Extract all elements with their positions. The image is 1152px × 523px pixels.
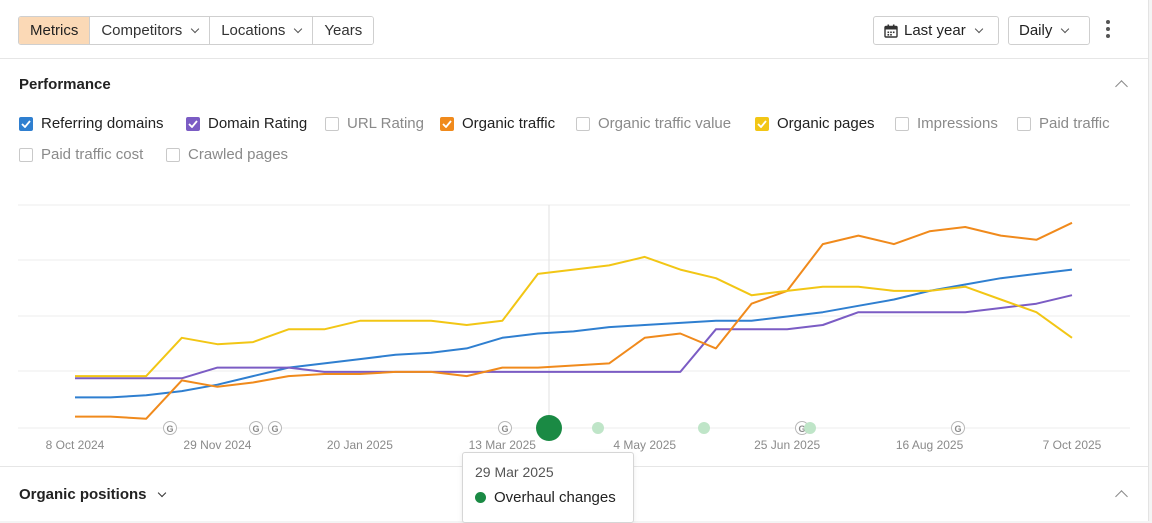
tab-competitors[interactable]: Competitors xyxy=(90,17,211,44)
event-tooltip: 29 Mar 2025 Overhaul changes xyxy=(462,452,634,523)
calendar-icon xyxy=(884,24,898,38)
google-update-letter: G xyxy=(271,424,278,434)
metric-label: Organic pages xyxy=(777,115,875,132)
view-tabs: Metrics Competitors Locations Years xyxy=(18,16,375,45)
metric-label: Organic traffic xyxy=(462,115,556,132)
performance-title: Performance xyxy=(19,76,111,93)
tab-years[interactable]: Years xyxy=(313,17,374,44)
chevron-down-icon xyxy=(974,24,983,33)
series-line-domain-rating xyxy=(75,294,1073,380)
tab-years-label: Years xyxy=(324,22,363,39)
granularity-label: Daily xyxy=(1019,22,1053,39)
metric-label: URL Rating xyxy=(347,115,424,132)
series-line-organic-pages xyxy=(75,255,1073,378)
checkbox-unchecked-icon xyxy=(325,116,339,131)
selected-event-marker xyxy=(536,415,562,441)
chevron-down-icon xyxy=(190,24,200,33)
event-dot-icon xyxy=(475,492,486,503)
metric-domain-rating[interactable]: Domain Rating xyxy=(186,115,307,132)
metric-paid-traffic[interactable]: Paid traffic xyxy=(1017,115,1110,132)
organic-positions-header[interactable]: Organic positions xyxy=(19,486,166,503)
google-update-icon xyxy=(951,421,965,435)
metric-label: Paid traffic xyxy=(1039,115,1110,132)
metric-crawled-pages[interactable]: Crawled pages xyxy=(166,146,288,163)
google-update-letter: G xyxy=(252,424,259,434)
tab-competitors-label: Competitors xyxy=(101,22,183,39)
event-marker xyxy=(592,422,604,434)
metric-impressions[interactable]: Impressions xyxy=(895,115,998,132)
google-update-letter: G xyxy=(798,424,805,434)
chevron-down-icon xyxy=(294,24,303,33)
kebab-menu-icon[interactable] xyxy=(1106,20,1112,40)
google-update-icon xyxy=(268,421,282,435)
event-marker xyxy=(804,422,816,434)
metric-paid-traffic-cost[interactable]: Paid traffic cost xyxy=(19,146,143,163)
x-tick-label: 29 Nov 2024 xyxy=(183,438,251,452)
x-tick-label: 16 Aug 2025 xyxy=(896,438,964,452)
metric-label: Crawled pages xyxy=(188,146,289,163)
tooltip-date: 29 Mar 2025 xyxy=(475,464,554,480)
google-update-icon xyxy=(498,421,512,435)
checkbox-checked-icon xyxy=(755,116,769,131)
date-range-button[interactable]: Last year xyxy=(873,16,999,45)
granularity-button[interactable]: Daily xyxy=(1008,16,1090,45)
google-update-letter: G xyxy=(954,424,961,434)
metric-label: Organic traffic value xyxy=(598,115,732,132)
performance-chart[interactable]: 8 Oct 2024 29 Nov 2024 20 Jan 2025 13 Mar 2… xyxy=(0,190,1148,465)
chevron-down-icon xyxy=(1061,24,1070,33)
tooltip-event-row: Overhaul changes xyxy=(475,489,616,506)
tab-metrics-label: Metrics xyxy=(30,22,79,39)
event-marker xyxy=(698,422,710,434)
chevron-down-icon xyxy=(157,488,166,497)
metric-label: Referring domains xyxy=(41,115,164,132)
metric-label: Domain Rating xyxy=(208,115,308,132)
tooltip-event-label: Overhaul changes xyxy=(494,489,616,506)
metric-organic-pages[interactable]: Organic pages xyxy=(755,115,875,132)
google-update-letter: G xyxy=(501,424,508,434)
series-line-organic-traffic xyxy=(75,221,1073,420)
x-tick-label: 13 Mar 2025 xyxy=(469,438,537,452)
x-tick-label: 7 Oct 2025 xyxy=(1043,438,1102,452)
date-range-label: Last year xyxy=(904,22,966,39)
checkbox-unchecked-icon xyxy=(576,116,590,131)
toolbar: Metrics Competitors Locations Years xyxy=(0,0,1148,59)
tab-metrics[interactable]: Metrics xyxy=(19,17,91,44)
checkbox-checked-icon xyxy=(440,116,454,131)
checkbox-unchecked-icon xyxy=(895,116,909,131)
x-tick-label: 20 Jan 2025 xyxy=(327,438,393,452)
checkbox-unchecked-icon xyxy=(1017,116,1031,131)
organic-positions-title: Organic positions xyxy=(19,486,147,503)
google-update-icon xyxy=(163,421,177,435)
metric-referring-domains[interactable]: Referring domains xyxy=(19,115,164,132)
google-update-icon xyxy=(249,421,263,435)
metric-organic-traffic[interactable]: Organic traffic xyxy=(440,115,555,132)
metric-organic-traffic-value[interactable]: Organic traffic value xyxy=(576,115,731,132)
tab-locations[interactable]: Locations xyxy=(210,17,314,44)
tab-locations-label: Locations xyxy=(221,22,286,39)
checkbox-checked-icon xyxy=(186,116,200,131)
metric-label: Paid traffic cost xyxy=(41,146,144,163)
metric-label: Impressions xyxy=(917,115,998,132)
collapse-performance-icon[interactable] xyxy=(1115,80,1128,93)
x-tick-label: 4 May 2025 xyxy=(613,438,676,452)
collapse-organic-positions-icon[interactable] xyxy=(1115,490,1128,503)
checkbox-checked-icon xyxy=(19,116,33,131)
x-tick-label: 25 Jun 2025 xyxy=(754,438,820,452)
x-tick-label: 8 Oct 2024 xyxy=(46,438,105,452)
metric-url-rating[interactable]: URL Rating xyxy=(325,115,424,132)
series-line-referring-domains xyxy=(75,268,1073,399)
checkbox-unchecked-icon xyxy=(19,147,33,162)
checkbox-unchecked-icon xyxy=(166,147,180,162)
google-update-letter: G xyxy=(166,424,173,434)
